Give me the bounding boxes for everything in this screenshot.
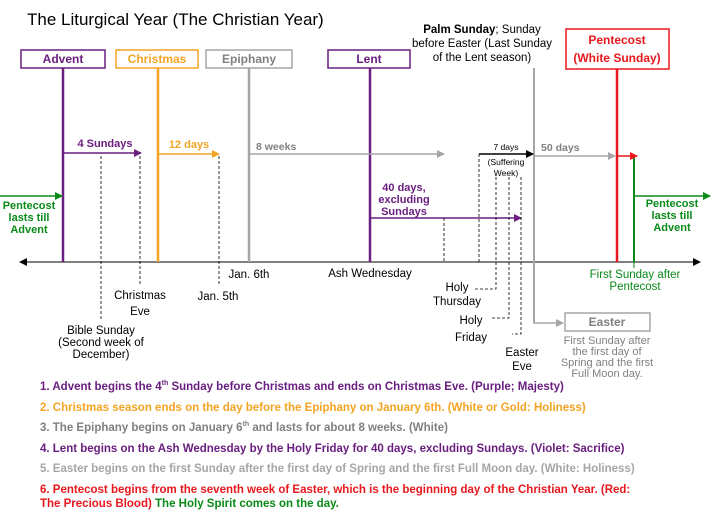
event-first-sunday-1: First Sunday after	[590, 269, 681, 281]
season-box-christmas: Christmas	[115, 49, 199, 69]
holy-week-duration: 7 days	[493, 142, 518, 152]
season-box-easter: Easter	[564, 312, 651, 332]
lent-duration-3: Sundays	[381, 206, 427, 218]
note-3: 3. The Epiphany begins on January 6th an…	[40, 421, 448, 434]
dashed-connectors	[100, 154, 522, 335]
season-box-epiphany: Epiphany	[205, 49, 293, 69]
note-1: 1. Advent begins the 4th Sunday before C…	[40, 380, 564, 393]
pentecost-right-3: Advent	[653, 222, 691, 234]
event-easter-eve-1: Easter	[505, 347, 538, 359]
season-box-lent: Lent	[327, 49, 411, 69]
season-label-easter: Easter	[589, 315, 626, 329]
notes-list: 1. Advent begins the 4th Sunday before C…	[40, 380, 705, 517]
event-ash-wednesday: Ash Wednesday	[328, 268, 412, 280]
event-christmas-eve-1: Christmas	[114, 290, 166, 302]
easter-desc-1: First Sunday after	[564, 335, 651, 347]
event-bible-sunday-1: Bible Sunday	[67, 325, 135, 337]
pentecost-left-2: lasts till	[9, 212, 50, 224]
note-4: 4. Lent begins on the Ash Wednesday by t…	[40, 442, 625, 455]
season-label-lent: Lent	[356, 52, 381, 66]
easter-duration: 50 days	[541, 142, 580, 154]
event-jan6: Jan. 6th	[229, 269, 270, 281]
event-jan5: Jan. 5th	[198, 291, 239, 303]
suffering-week-1: (Suffering	[488, 157, 525, 167]
event-christmas-eve-2: Eve	[130, 306, 150, 318]
season-label-pentecost: Pentecost	[588, 33, 645, 47]
easter-desc-4: Full Moon day.	[571, 368, 642, 380]
easter-desc-2: the first day of	[572, 346, 642, 358]
pentecost-right-1: Pentecost	[646, 198, 699, 210]
advent-duration: 4 Sundays	[77, 138, 132, 150]
suffering-week-2: Week)	[494, 168, 519, 178]
pentecost-right-2: lasts till	[652, 210, 693, 222]
season-box-advent: Advent	[20, 49, 106, 69]
easter-connector	[533, 319, 564, 327]
event-holy-thursday-1: Holy	[445, 282, 468, 294]
event-easter-eve-2: Eve	[512, 361, 532, 373]
season-label-epiphany: Epiphany	[222, 52, 276, 66]
epiphany-duration: 8 weeks	[256, 141, 296, 153]
palm-sunday-line2: before Easter (Last Sunday	[412, 38, 552, 50]
season-label-advent: Advent	[43, 52, 84, 66]
event-holy-friday-2: Friday	[455, 332, 487, 344]
note-5: 5. Easter begins on the first Sunday aft…	[40, 463, 635, 475]
event-first-sunday-2: Pentecost	[609, 281, 661, 293]
christmas-duration: 12 days	[169, 139, 209, 151]
lent-duration-2: excluding	[378, 194, 429, 206]
event-holy-thursday-2: Thursday	[433, 296, 481, 308]
season-label-christmas: Christmas	[128, 52, 187, 66]
diagram-title: The Liturgical Year (The Christian Year)	[27, 10, 324, 29]
note-2: 2. Christmas season ends on the day befo…	[40, 401, 586, 414]
event-bible-sunday-3: December)	[73, 349, 130, 361]
season-box-pentecost: Pentecost (White Sunday)	[565, 28, 670, 70]
easter-desc-3: Spring and the first	[561, 357, 653, 369]
note-6: 6. Pentecost begins from the seventh wee…	[40, 483, 631, 510]
lent-duration-1: 40 days,	[382, 182, 425, 194]
event-holy-friday-1: Holy	[459, 315, 482, 327]
pentecost-left-1: Pentecost	[3, 200, 56, 212]
event-bible-sunday-2: (Second week of	[58, 337, 144, 349]
palm-sunday-line3: of the Lent season)	[433, 52, 532, 64]
pentecost-left-3: Advent	[10, 224, 48, 236]
palm-sunday-label: Palm Sunday; Sunday	[423, 24, 541, 36]
season-label-pentecost-sub: (White Sunday)	[573, 51, 660, 65]
liturgical-diagram: The Liturgical Year (The Christian Year)…	[0, 10, 711, 380]
